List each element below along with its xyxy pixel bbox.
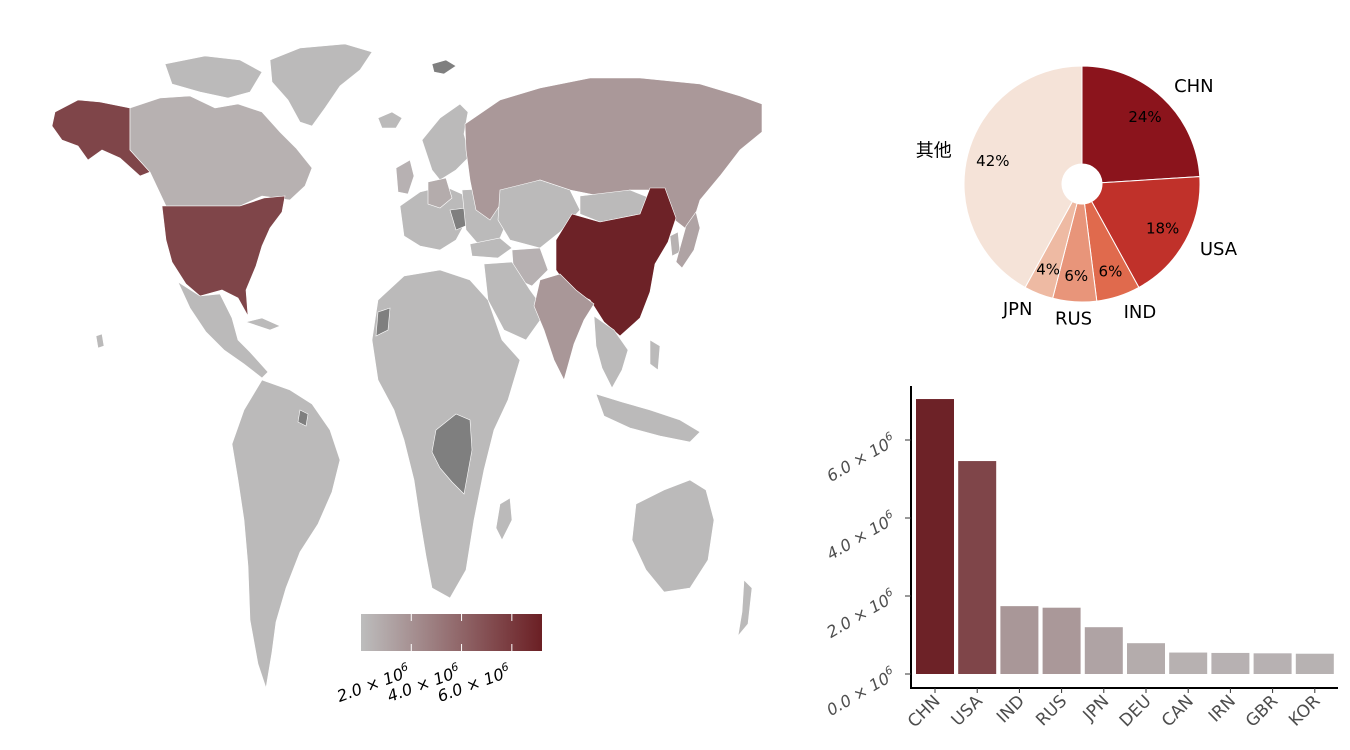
bar-x-tick-label: RUS — [1032, 691, 1071, 730]
pie-slice-其他 — [963, 65, 1083, 289]
bar-x-tick-label: CHN — [904, 691, 945, 732]
country-hawaii — [95, 333, 105, 349]
pie-slice-label: JPN — [1002, 299, 1033, 320]
bar-x-tick-label: CAN — [1158, 691, 1198, 731]
bar-IRN — [1211, 652, 1250, 674]
bar-y-tick-label: 4.0 × 106 — [822, 507, 899, 563]
region-indonesia — [595, 393, 701, 443]
region-arabia — [483, 261, 547, 341]
bar-IND — [1000, 606, 1039, 674]
country-india — [533, 273, 595, 381]
country-usa-alaska — [51, 99, 151, 177]
country-french-guiana — [297, 409, 309, 427]
pie-pct-label: 4% — [1036, 261, 1060, 279]
world-choropleth-map — [51, 43, 763, 689]
bar-x-tick-label: IND — [993, 691, 1029, 727]
country-philippines — [649, 339, 661, 371]
bar-CAN — [1169, 652, 1208, 674]
country-new-zealand — [737, 579, 753, 638]
bar-KOR — [1295, 653, 1334, 674]
region-south-america — [231, 379, 341, 689]
bar-DEU — [1127, 643, 1165, 674]
country-japan — [675, 211, 701, 269]
bar-x-tick-label: IRN — [1205, 691, 1240, 726]
bar-x-tick-label: DEU — [1116, 691, 1156, 731]
country-western-sahara — [375, 307, 391, 337]
bar-GBR — [1253, 653, 1292, 674]
top10-bar-chart: 0.0 × 106 2.0 × 106 4.0 × 106 6.0 × 106 CHN… — [822, 386, 1338, 732]
bar-RUS — [1042, 607, 1081, 674]
share-donut-chart: 24% CHN 18% USA 6% IND 6% RUS 4% JPN 42% 其他 — [916, 65, 1238, 329]
legend-color-bar — [361, 614, 542, 651]
country-germany — [427, 177, 453, 209]
country-canada — [129, 95, 313, 207]
country-mexico — [177, 281, 269, 379]
bar-x-tick-label: USA — [948, 691, 987, 730]
region-scandinavia — [421, 103, 471, 181]
country-greenland — [269, 43, 373, 127]
bar-y-tick-label: 6.0 × 106 — [822, 429, 899, 485]
pie-slice-USA — [1090, 176, 1201, 289]
pie-pct-label: 6% — [1099, 263, 1123, 281]
pie-slice-label: RUS — [1055, 308, 1092, 329]
pie-pct-label: 42% — [976, 152, 1009, 170]
pie-slice-label: USA — [1200, 239, 1238, 260]
country-svalbard — [431, 59, 457, 75]
bar-y-tick-label: 2.0 × 106 — [822, 585, 899, 641]
region-central-asia — [497, 179, 581, 249]
country-madagascar — [495, 497, 513, 541]
country-turkey — [469, 237, 513, 259]
pie-pct-label: 6% — [1064, 267, 1088, 285]
bar-USA — [958, 461, 997, 674]
bar-x-tick-label: JPN — [1079, 691, 1114, 726]
country-dr-congo — [431, 413, 473, 495]
country-australia — [631, 479, 715, 593]
bar-x-tick-label: KOR — [1285, 691, 1324, 730]
country-usa — [161, 195, 286, 317]
pie-slice-label: CHN — [1174, 76, 1214, 97]
country-iceland — [377, 111, 403, 129]
region-southeast-asia — [593, 315, 629, 389]
pie-slice-CHN — [1081, 65, 1201, 184]
pie-pct-label: 18% — [1146, 219, 1179, 237]
bar-CHN — [916, 399, 954, 674]
pie-slice-label: IND — [1124, 302, 1157, 323]
bar-y-tick-label: 0.0 × 106 — [822, 663, 899, 719]
country-uk — [395, 159, 415, 195]
bar-JPN — [1084, 627, 1123, 674]
pie-pct-label: 24% — [1128, 108, 1161, 126]
bar-x-tick-label: GBR — [1242, 691, 1282, 731]
pie-slice-label: 其他 — [916, 141, 952, 162]
arctic-islands — [164, 55, 263, 99]
country-cuba — [244, 317, 281, 331]
